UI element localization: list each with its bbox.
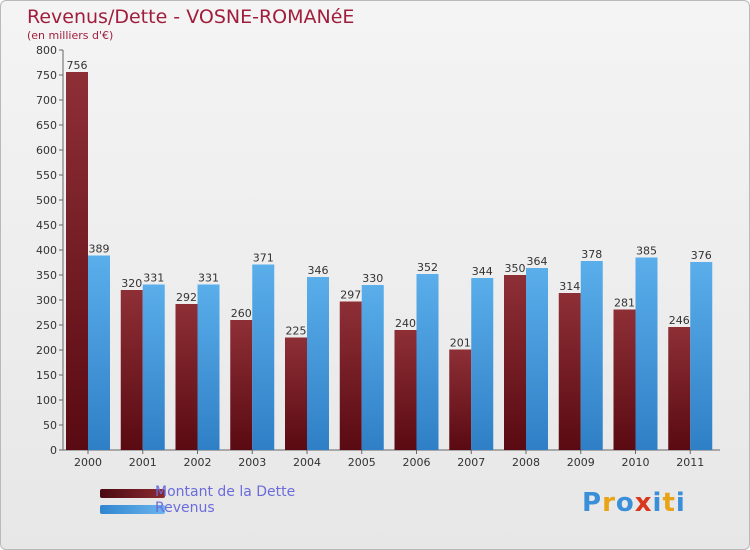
data-label-dette: 201 — [450, 337, 471, 350]
data-label-revenus: 330 — [362, 272, 383, 285]
y-tick-label: 650 — [36, 119, 57, 132]
y-tick-label: 300 — [36, 294, 57, 307]
y-tick-label: 750 — [36, 69, 57, 82]
y-tick-label: 350 — [36, 269, 57, 282]
y-tick-label: 450 — [36, 219, 57, 232]
bar-revenus — [361, 285, 384, 450]
data-label-dette: 240 — [395, 317, 416, 330]
x-tick-label: 2005 — [348, 456, 376, 469]
x-tick-label: 2001 — [129, 456, 157, 469]
logo-letter: r — [602, 488, 616, 518]
legend-label-dette: Montant de la Dette — [155, 484, 296, 500]
data-label-dette: 260 — [231, 307, 252, 320]
data-label-revenus: 376 — [691, 249, 712, 262]
logo-letter: o — [615, 488, 635, 518]
y-tick-label: 400 — [36, 244, 57, 257]
y-tick-label: 700 — [36, 94, 57, 107]
bar-revenus — [690, 262, 713, 450]
legend-swatch-revenus — [100, 505, 165, 514]
bar-revenus — [252, 264, 275, 450]
legend-swatch-dette — [100, 489, 165, 498]
bar-dette — [558, 293, 581, 450]
data-label-dette: 320 — [121, 277, 142, 290]
bar-dette — [285, 337, 307, 450]
bar-revenus — [526, 268, 548, 450]
data-label-revenus: 371 — [253, 252, 274, 265]
data-label-revenus: 385 — [636, 245, 657, 258]
y-tick-label: 150 — [36, 369, 57, 382]
bar-dette — [668, 327, 691, 450]
logo-letter: i — [652, 488, 663, 518]
data-label-revenus: 389 — [89, 243, 110, 256]
bar-dette — [120, 290, 143, 450]
chart-title: Revenus/Dette - VOSNE-ROMANéE — [27, 6, 355, 28]
x-tick-label: 2011 — [676, 456, 704, 469]
data-label-dette: 246 — [669, 314, 690, 327]
x-tick-label: 2010 — [622, 456, 650, 469]
data-label-revenus: 364 — [527, 255, 548, 268]
logo-letter: x — [634, 488, 653, 518]
logo-letter: t — [662, 488, 676, 518]
y-tick-label: 550 — [36, 169, 57, 182]
data-label-revenus: 344 — [472, 265, 493, 278]
data-label-revenus: 331 — [143, 272, 164, 285]
chart-subtitle: (en milliers d'€) — [27, 29, 114, 42]
y-tick-label: 0 — [50, 444, 57, 457]
data-label-dette: 756 — [67, 59, 88, 72]
data-label-revenus: 352 — [417, 261, 438, 274]
y-tick-label: 50 — [43, 419, 57, 432]
x-tick-label: 2000 — [74, 456, 102, 469]
x-tick-label: 2004 — [293, 456, 321, 469]
y-tick-label: 600 — [36, 144, 57, 157]
data-label-dette: 292 — [176, 291, 197, 304]
bar-dette — [449, 349, 472, 450]
y-tick-label: 100 — [36, 394, 57, 407]
data-label-revenus: 331 — [198, 272, 219, 285]
x-tick-label: 2009 — [567, 456, 595, 469]
legend-label-revenus: Revenus — [155, 500, 215, 516]
data-label-dette: 350 — [505, 262, 526, 275]
x-tick-label: 2003 — [238, 456, 266, 469]
data-label-dette: 297 — [340, 289, 361, 302]
logo-letter: i — [675, 488, 686, 518]
bar-revenus — [142, 284, 165, 450]
logo-letter: P — [582, 488, 603, 518]
x-tick-label: 2008 — [512, 456, 540, 469]
bar-dette — [230, 320, 253, 450]
bar-revenus — [88, 255, 110, 450]
bar-dette — [175, 304, 198, 450]
bar-dette — [66, 72, 88, 450]
data-label-dette: 314 — [559, 280, 580, 293]
y-tick-label: 200 — [36, 344, 57, 357]
bar-revenus — [416, 274, 439, 450]
data-label-revenus: 346 — [308, 264, 329, 277]
bar-revenus — [307, 277, 329, 450]
bar-dette — [613, 309, 636, 450]
y-tick-label: 800 — [36, 44, 57, 57]
bar-dette — [339, 301, 362, 450]
x-tick-label: 2006 — [403, 456, 431, 469]
bar-revenus — [635, 257, 658, 450]
bar-dette — [504, 275, 526, 450]
data-label-revenus: 378 — [581, 248, 602, 261]
bar-revenus — [471, 278, 494, 450]
bar-revenus — [580, 261, 603, 450]
x-tick-label: 2002 — [184, 456, 212, 469]
x-tick-label: 2007 — [457, 456, 485, 469]
bar-revenus — [197, 284, 220, 450]
bar-dette — [394, 330, 417, 450]
proxiti-logo: Proxiti — [582, 488, 686, 518]
y-tick-label: 500 — [36, 194, 57, 207]
data-label-dette: 281 — [614, 297, 635, 310]
y-tick-label: 250 — [36, 319, 57, 332]
data-label-dette: 225 — [286, 325, 307, 338]
